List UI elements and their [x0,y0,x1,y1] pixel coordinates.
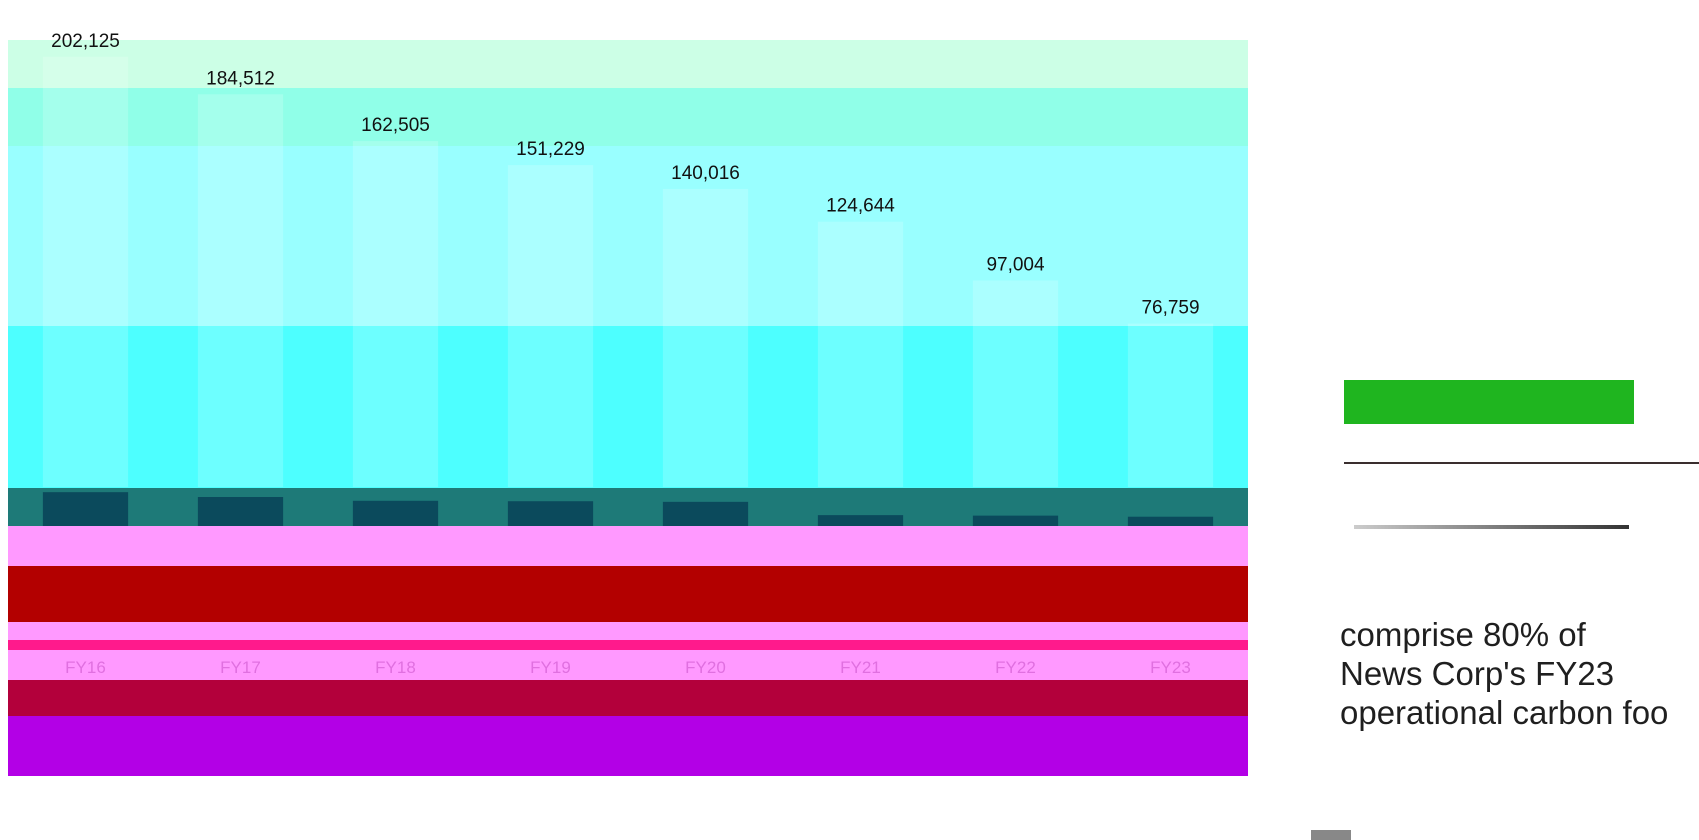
side-caption-line-3: operational carbon foo [1340,694,1669,731]
secondary-bar-FY20 [662,501,749,526]
band-upper [8,88,1248,146]
value-label-FY20: 140,016 [671,163,740,184]
secondary-bar-FY17 [197,497,284,526]
total-bar-FY23 [1127,323,1214,487]
total-bar-FY20 [662,188,749,487]
band-middle [8,146,1248,326]
category-label-FY17: FY17 [220,658,261,677]
side-panel: comprise 80% of News Corp's FY23 operati… [1340,0,1699,840]
total-bar-FY19 [507,165,594,487]
carbon-footprint-chart: 202,125 184,512 162,505 151,229 140,016 124,6… [8,31,1248,776]
band-crimson [8,680,1248,716]
category-label-FY22: FY22 [995,658,1036,677]
total-bar-FY18 [352,141,439,487]
category-label-FY16: FY16 [65,658,106,677]
band-pink [8,526,1248,566]
category-ticks-layer: FY16 FY17 FY18 FY19 FY20 FY21 FY22 FY23 [65,658,1191,677]
value-label-FY18: 162,505 [361,115,430,136]
band-lower [8,326,1248,488]
value-label-FY17: 184,512 [206,68,275,89]
secondary-bar-FY19 [507,501,594,526]
value-label-FY19: 151,229 [516,139,585,160]
secondary-bar-FY22 [972,515,1059,526]
band-pink-axis [8,652,1248,680]
side-caption-line-1: comprise 80% of [1340,616,1586,653]
secondary-bar-FY16 [42,492,129,526]
category-label-FY19: FY19 [530,658,571,677]
total-bar-FY21 [817,221,904,487]
band-purple [8,716,1248,776]
secondary-bar-FY23 [1127,516,1214,526]
news-corp-australia-logo [1344,380,1634,424]
background-bands [8,40,1248,776]
total-bar-FY16 [42,56,129,487]
logo-underline [1354,525,1629,529]
category-label-FY21: FY21 [840,658,881,677]
bars-layer [42,56,1214,526]
category-label-FY20: FY20 [685,658,726,677]
corner-marker [1311,830,1351,840]
logo-divider [1344,462,1699,464]
category-label-FY18: FY18 [375,658,416,677]
value-labels-layer: 202,125 184,512 162,505 151,229 140,016 124,6… [51,31,1199,319]
secondary-bar-FY21 [817,515,904,526]
band-red [8,566,1248,622]
side-caption-line-2: News Corp's FY23 [1340,655,1615,692]
value-label-FY21: 124,644 [826,196,895,217]
band-secondary [8,488,1248,526]
side-caption: comprise 80% of News Corp's FY23 operati… [1340,615,1699,732]
band-top [8,40,1248,88]
value-label-FY22: 97,004 [986,255,1045,276]
value-label-FY23: 76,759 [1141,298,1199,319]
category-label-FY23: FY23 [1150,658,1191,677]
total-bar-FY17 [197,94,284,488]
secondary-bar-FY18 [352,500,439,526]
total-bar-FY22 [972,280,1059,487]
band-magenta [8,640,1248,650]
value-label-FY16: 202,125 [51,31,120,52]
